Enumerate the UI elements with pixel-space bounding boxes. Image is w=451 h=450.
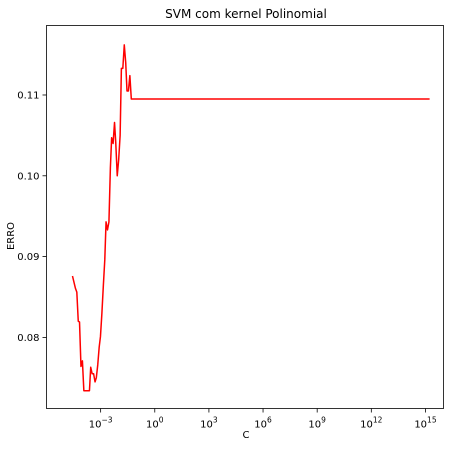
x-tick-label: 100 [146,416,164,431]
y-axis-label: ERRO [6,222,17,250]
x-tick-label-base: 10 [414,420,427,431]
x-tick-label-exponent: 9 [321,416,326,425]
x-axis-label: C [243,430,250,441]
x-tick-label: 1015 [414,416,437,431]
x-tick-label-base: 10 [200,420,213,431]
x-tick-label-exponent: 12 [373,416,383,425]
x-tick-label-exponent: 6 [267,416,272,425]
x-tick-label-base: 10 [360,420,373,431]
x-tick-label: 103 [200,416,218,431]
x-tick-label: 1012 [360,416,383,431]
x-tick-label-base: 10 [308,420,321,431]
x-tick-label-exponent: 3 [213,416,218,425]
y-tick-label: 0.11 [17,90,39,101]
x-tick-label: 106 [254,416,272,431]
x-tick-label-exponent: 15 [427,416,437,425]
y-axis-ticks: 0.08 0.09 0.10 0.11 [17,90,47,344]
chart-title: SVM com kernel Polinomial [165,7,327,21]
x-tick-label-base: 10 [146,420,159,431]
x-tick-label-base: 10 [254,420,267,431]
plot-frame [46,25,444,409]
series-line [71,44,430,392]
y-tick-label: 0.10 [17,171,39,182]
y-tick-label: 0.09 [17,252,39,263]
y-tick-label: 0.08 [17,333,39,344]
x-tick-label-exponent: −3 [101,416,112,425]
x-tick-label: 10−3 [89,416,113,431]
x-tick-label-exponent: 0 [159,416,164,425]
x-tick-label: 109 [308,416,326,431]
x-tick-label-base: 10 [89,420,102,431]
x-axis-ticks: 10−3 100 103 106 109 1012 1015 [89,408,437,431]
